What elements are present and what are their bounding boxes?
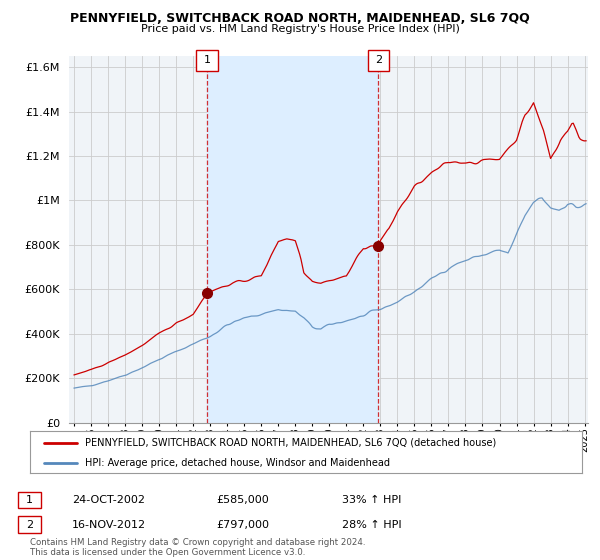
- Text: 2: 2: [375, 55, 382, 65]
- Text: HPI: Average price, detached house, Windsor and Maidenhead: HPI: Average price, detached house, Wind…: [85, 458, 390, 468]
- Text: 16-NOV-2012: 16-NOV-2012: [72, 520, 146, 530]
- Text: PENNYFIELD, SWITCHBACK ROAD NORTH, MAIDENHEAD, SL6 7QQ: PENNYFIELD, SWITCHBACK ROAD NORTH, MAIDE…: [70, 12, 530, 25]
- Text: 2: 2: [26, 520, 33, 530]
- Text: £797,000: £797,000: [216, 520, 269, 530]
- Text: 1: 1: [26, 495, 33, 505]
- Bar: [207, 56, 379, 423]
- Text: 1: 1: [203, 55, 211, 65]
- Text: 33% ↑ HPI: 33% ↑ HPI: [342, 495, 401, 505]
- Text: 24-OCT-2002: 24-OCT-2002: [72, 495, 145, 505]
- Text: PENNYFIELD, SWITCHBACK ROAD NORTH, MAIDENHEAD, SL6 7QQ (detached house): PENNYFIELD, SWITCHBACK ROAD NORTH, MAIDE…: [85, 438, 496, 448]
- Text: £585,000: £585,000: [216, 495, 269, 505]
- Text: Price paid vs. HM Land Registry's House Price Index (HPI): Price paid vs. HM Land Registry's House …: [140, 24, 460, 34]
- Text: 28% ↑ HPI: 28% ↑ HPI: [342, 520, 401, 530]
- Text: Contains HM Land Registry data © Crown copyright and database right 2024.
This d: Contains HM Land Registry data © Crown c…: [30, 538, 365, 557]
